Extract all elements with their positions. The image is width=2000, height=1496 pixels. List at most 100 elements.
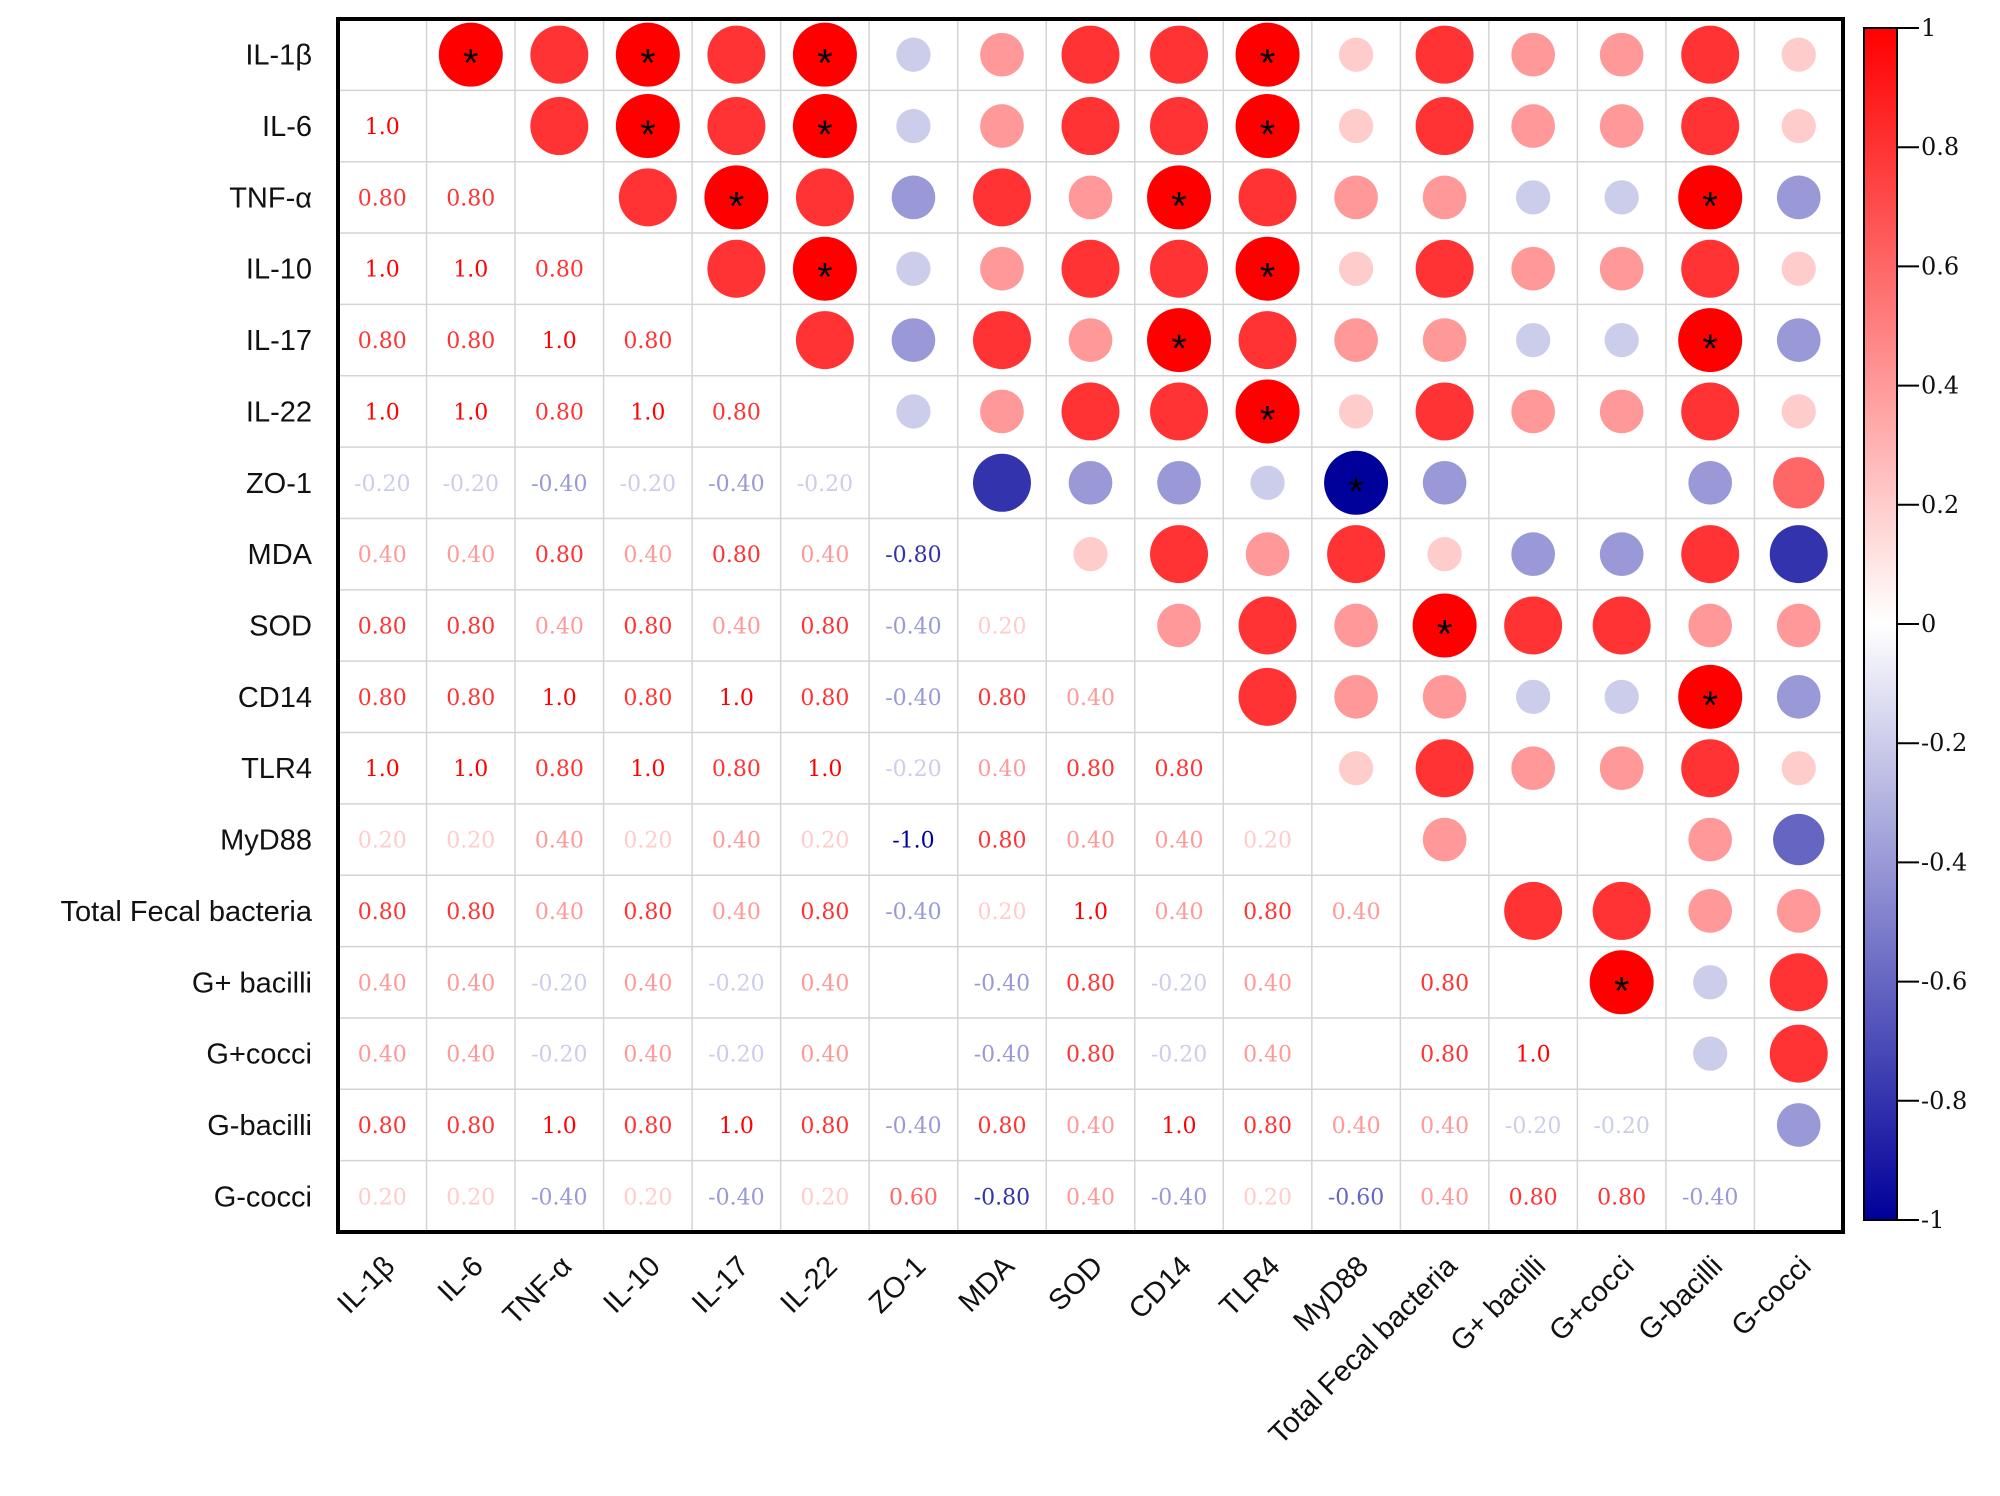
correlation-circle (1415, 739, 1474, 798)
correlation-circle (1157, 460, 1201, 505)
correlation-circle (1781, 751, 1816, 786)
correlation-value: 0.80 (535, 543, 584, 568)
correlation-circle (1681, 382, 1740, 441)
correlation-value: -0.20 (531, 1043, 587, 1068)
row-label: TLR4 (241, 753, 312, 785)
correlation-value: 0.80 (800, 686, 849, 711)
correlation-value: 0.20 (446, 1185, 495, 1210)
correlation-circle (1604, 679, 1639, 714)
correlation-value: -0.40 (708, 1185, 764, 1210)
correlation-circle (1781, 108, 1816, 144)
correlation-circle (1769, 953, 1828, 1012)
correlation-circle (1068, 460, 1113, 505)
correlation-circle (972, 311, 1031, 370)
correlation-circle (707, 239, 766, 298)
correlation-circle (1235, 379, 1300, 444)
significance-star: * (1702, 327, 1718, 371)
correlation-value: -0.20 (1593, 1114, 1649, 1139)
correlation-circle (1235, 94, 1300, 159)
correlation-circle (1238, 168, 1297, 227)
correlation-value: -0.40 (708, 472, 764, 497)
correlation-value: -0.80 (885, 543, 941, 568)
significance-star: * (1437, 613, 1453, 657)
correlation-value: 1.0 (453, 757, 488, 782)
correlation-circle (1073, 537, 1108, 572)
correlation-value: 0.80 (1509, 1185, 1558, 1210)
correlation-circle (1781, 394, 1816, 429)
significance-star: * (1702, 684, 1718, 728)
correlation-value: 0.40 (1066, 1185, 1115, 1210)
correlation-circle (1422, 318, 1467, 362)
correlation-value: 0.80 (446, 686, 495, 711)
correlation-value: 0.20 (623, 1185, 672, 1210)
column-label: IL-1β (331, 1250, 401, 1320)
correlation-value: 0.40 (358, 971, 407, 996)
correlation-circle (1245, 532, 1290, 576)
correlation-value: 0.20 (800, 829, 849, 854)
significance-star: * (817, 113, 833, 157)
correlation-value: 0.40 (1243, 971, 1292, 996)
correlation-circle (1334, 675, 1378, 719)
colorbar-tick-label: 1 (1921, 14, 1936, 42)
correlation-circle (1511, 104, 1555, 148)
correlation-circle (1525, 831, 1542, 848)
column-label: MDA (953, 1250, 1022, 1319)
correlation-value: -0.40 (974, 971, 1030, 996)
correlation-value: 0.80 (977, 1114, 1026, 1139)
correlation-value: 0.40 (712, 900, 761, 925)
column-label: IL-6 (432, 1250, 490, 1308)
correlation-circle (1693, 1036, 1728, 1071)
correlation-value: 0.60 (889, 1185, 938, 1210)
correlation-value: 0.80 (535, 757, 584, 782)
colorbar-tick-label: 0 (1921, 610, 1936, 638)
column-label: IL-10 (597, 1250, 666, 1319)
correlation-circle (980, 104, 1024, 148)
correlation-circle (1150, 525, 1209, 584)
correlation-value: -0.40 (885, 686, 941, 711)
correlation-value: 1.0 (630, 757, 665, 782)
colorbar-tick-label: -1 (1921, 1206, 1944, 1234)
correlation-value: -0.20 (531, 971, 587, 996)
significance-star: * (1348, 470, 1364, 514)
correlation-circle (1147, 308, 1212, 373)
correlation-circle (1769, 525, 1828, 584)
correlation-value: 0.80 (446, 1114, 495, 1139)
correlation-value: 0.20 (977, 900, 1026, 925)
correlation-value: 1.0 (1516, 1043, 1551, 1068)
correlation-value: 0.80 (446, 186, 495, 211)
correlation-circle (1773, 457, 1825, 509)
correlation-circle (1604, 180, 1639, 215)
row-label: CD14 (238, 682, 312, 714)
correlation-value: -0.40 (531, 1185, 587, 1210)
correlation-circle (615, 94, 680, 159)
correlation-value: 0.80 (623, 329, 672, 354)
correlation-circle (980, 389, 1024, 434)
correlation-value: 0.80 (1066, 757, 1115, 782)
correlation-value: 0.40 (1420, 1114, 1469, 1139)
correlation-value: 0.40 (1332, 1114, 1381, 1139)
column-label: TNF-α (497, 1250, 578, 1331)
correlation-circle (792, 94, 857, 159)
colorbar-tick-label: 0.6 (1921, 252, 1959, 280)
correlation-circle (972, 453, 1031, 512)
correlation-value: 0.40 (623, 543, 672, 568)
correlation-circle (1604, 322, 1639, 358)
correlation-value: 0.80 (800, 1114, 849, 1139)
correlation-circle (972, 168, 1031, 227)
colorbar (1863, 27, 1898, 1221)
correlation-value: 0.40 (535, 900, 584, 925)
correlation-value: 0.80 (1155, 757, 1204, 782)
correlation-value: 0.40 (1420, 1185, 1469, 1210)
correlation-circle (1681, 25, 1740, 84)
correlation-value: 0.20 (1243, 1185, 1292, 1210)
row-label: G-cocci (214, 1181, 312, 1213)
correlation-value: -0.20 (443, 472, 499, 497)
correlation-circle (896, 108, 931, 144)
correlation-value: -0.40 (885, 900, 941, 925)
correlation-value: 0.20 (800, 1185, 849, 1210)
correlation-circle (1599, 104, 1644, 148)
correlation-circle (792, 22, 857, 87)
correlation-circle (618, 168, 677, 227)
correlation-value: -0.20 (708, 971, 764, 996)
correlation-circle (795, 168, 854, 227)
